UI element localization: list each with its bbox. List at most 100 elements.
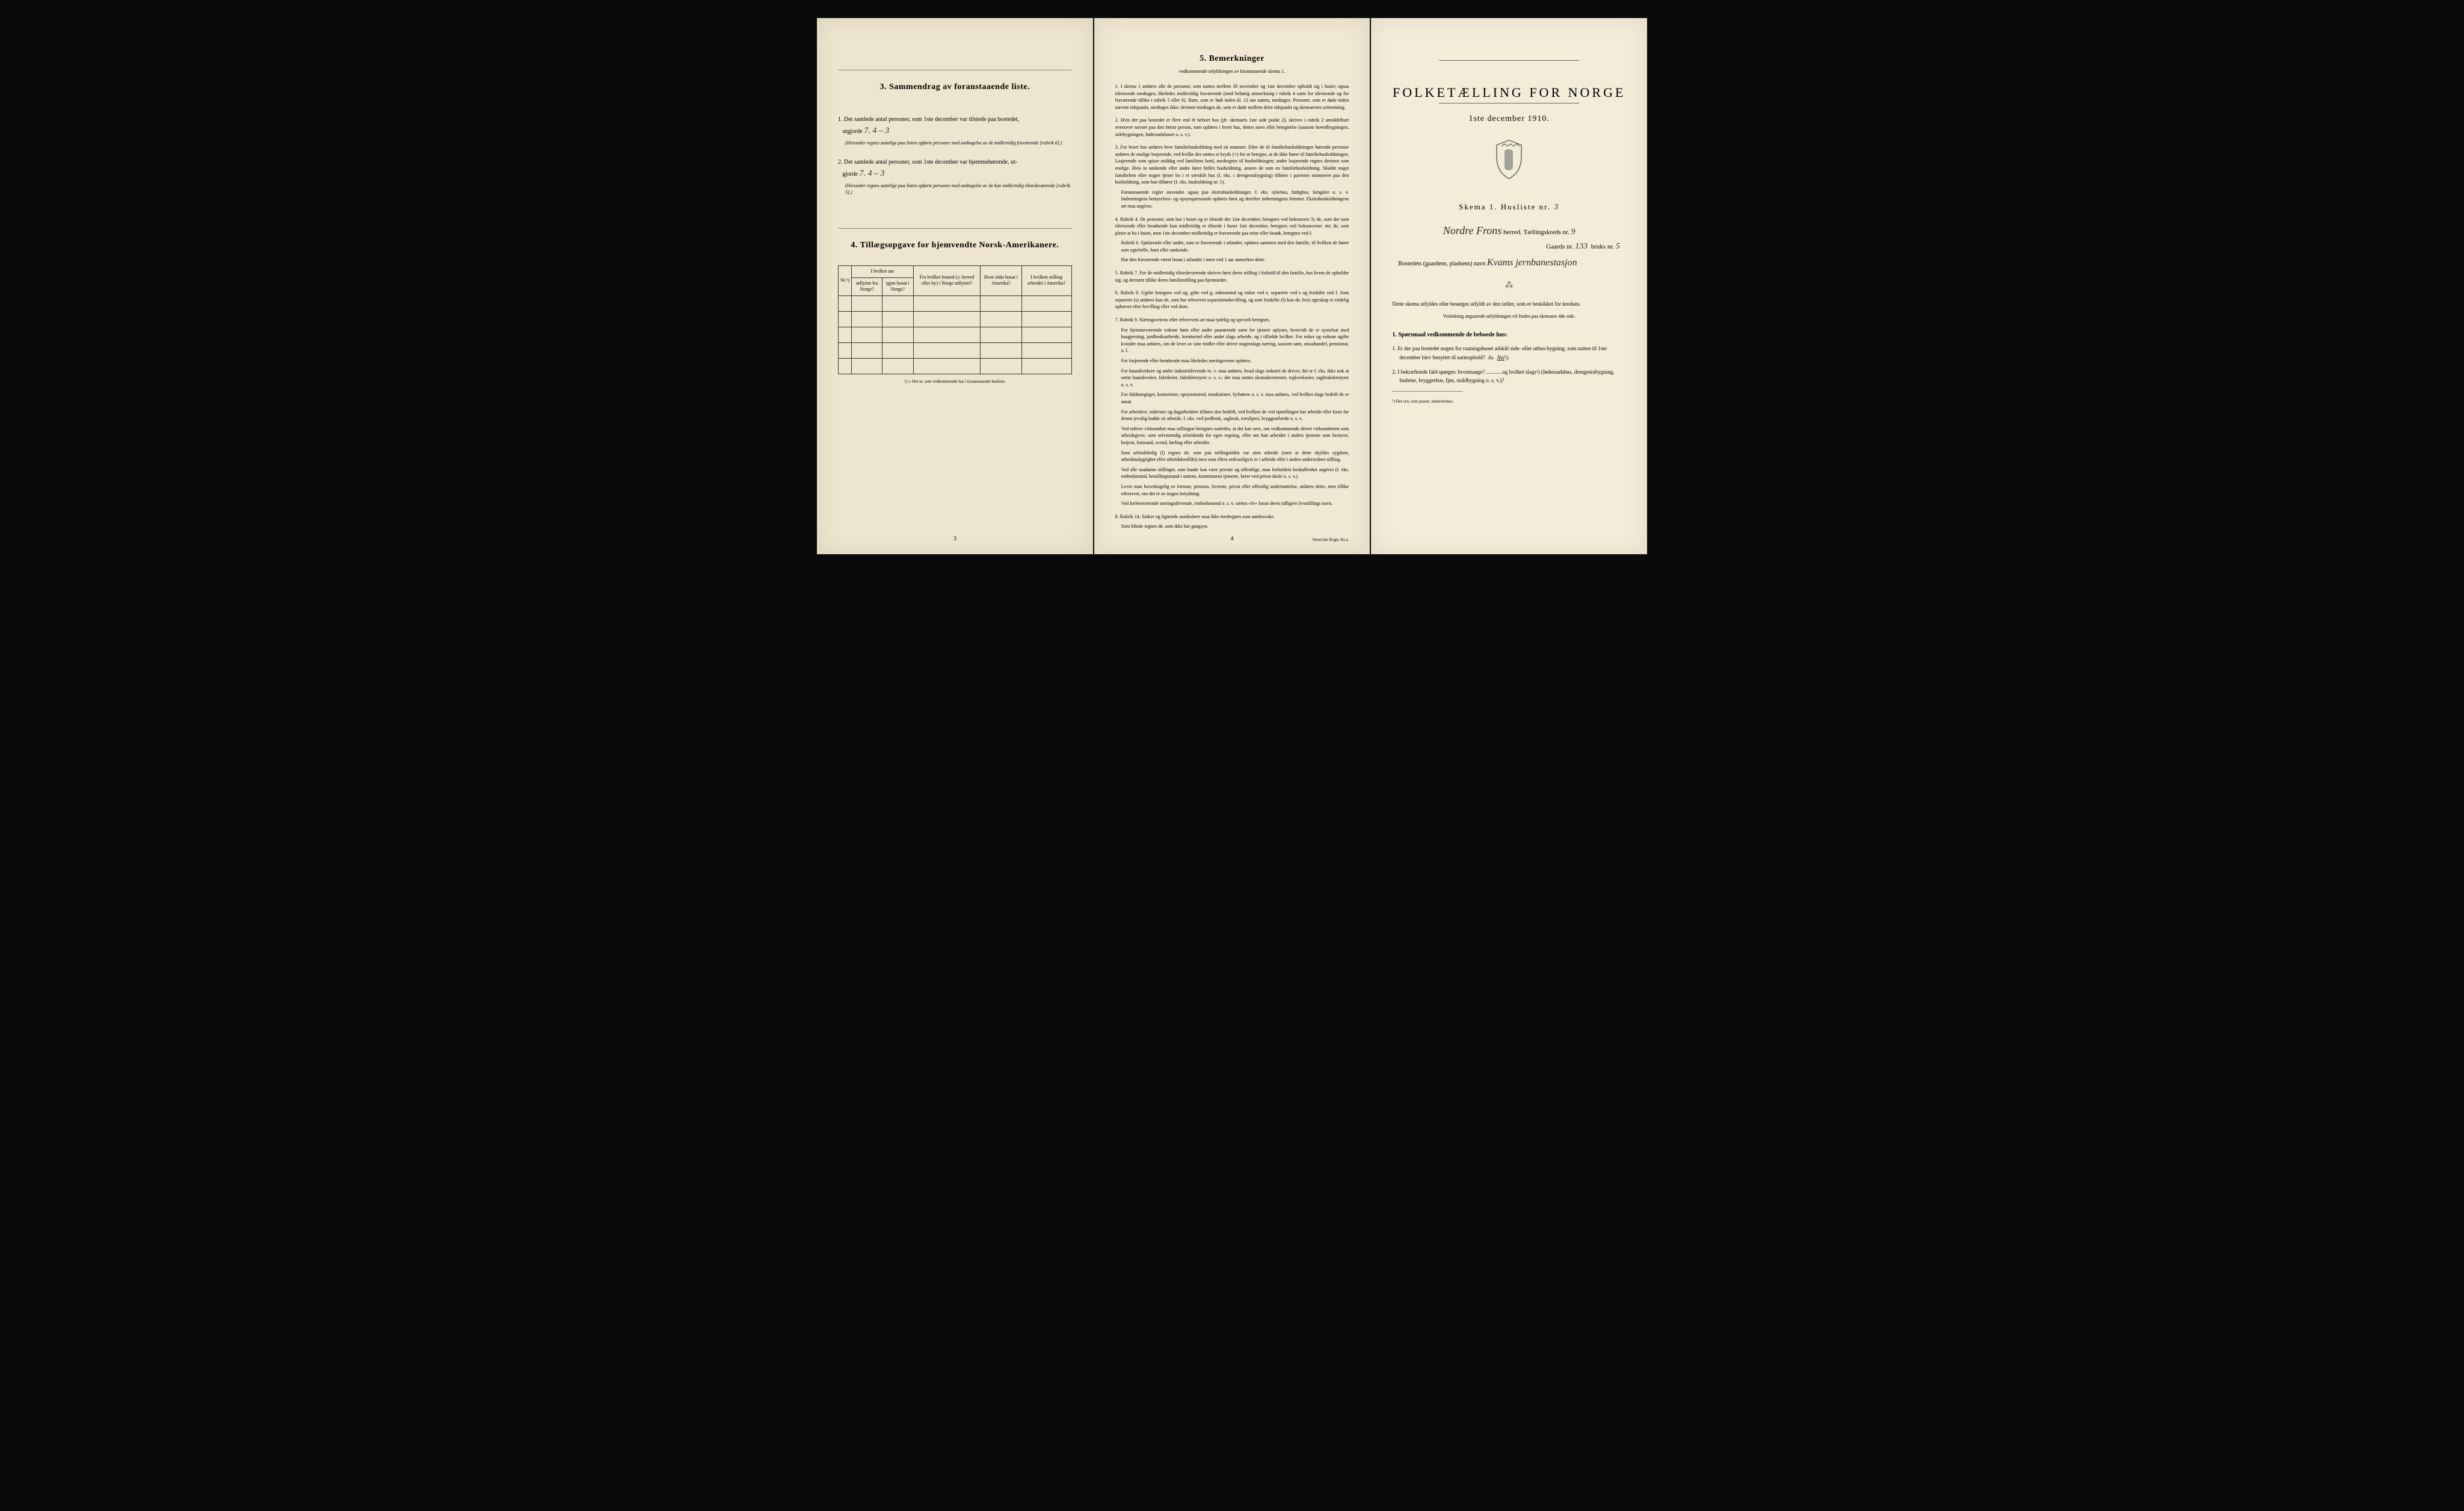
col-nr: Nr.¹) bbox=[839, 266, 852, 295]
bemerk-sub: For losjerende eller besøkende maa likel… bbox=[1121, 357, 1349, 365]
table-section: Nr.¹) I hvilket aar Fra hvilket bosted (… bbox=[838, 265, 1072, 383]
bemerk-text: Rubrik 4. De personer, som bor i huset o… bbox=[1115, 217, 1349, 236]
bemerk-sub: Lever man hovedsagelig av formue, pensio… bbox=[1121, 483, 1349, 497]
page-number-3: 3 bbox=[838, 536, 1072, 542]
skema-line: Skema 1. Husliste nr. 3 bbox=[1392, 202, 1626, 212]
document-spread: 3. Sammendrag av foranstaaende liste. 1.… bbox=[817, 18, 1647, 554]
col-bosted: Fra hvilket bosted (ɔ: herred eller by) … bbox=[913, 266, 981, 295]
bruks-hand: 5 bbox=[1616, 242, 1620, 251]
bemerkninger-list: 1. I skema 1 anføres alle de personer, s… bbox=[1115, 83, 1349, 530]
right-footnote: ¹) Det ord, som passer, understrekes. bbox=[1392, 399, 1626, 404]
bostedet-hand: Kvams jernbanestasjon bbox=[1487, 258, 1577, 268]
bruks-label: bruks nr. bbox=[1591, 243, 1615, 250]
page-middle: 5. Bemerkninger vedkommende utfyldningen… bbox=[1094, 18, 1370, 554]
bemerk-num: 8. bbox=[1115, 514, 1120, 519]
herred-line: Nordre Frons herred. Tællingskreds nr. 9 bbox=[1392, 224, 1626, 237]
instr1: Dette skema utfyldes eller besørges utfy… bbox=[1392, 300, 1626, 308]
item1-note: (Herunder regnes samtlige paa listen opf… bbox=[845, 140, 1072, 146]
main-title: FOLKETÆLLING FOR NORGE bbox=[1392, 85, 1626, 100]
bemerk-item: 2. Hvis der paa bostedet er flere end ét… bbox=[1115, 117, 1349, 138]
bemerk-text: Rubrik 14. Sinker og lignende aandssløve… bbox=[1120, 514, 1275, 519]
skema-label: Skema 1. Husliste nr. bbox=[1459, 202, 1551, 211]
bemerk-num: 1. bbox=[1115, 84, 1121, 89]
col-sidst: Hvor sidst bosat i Amerika? bbox=[981, 266, 1021, 295]
bemerk-text: Rubrik 7. For de midlertidig tilstedevær… bbox=[1115, 270, 1349, 283]
bostedet-line: Bostedets (gaardens, pladsens) navn Kvam… bbox=[1392, 258, 1626, 268]
bemerk-sub: Ved enhver virksomhet maa stillingen bet… bbox=[1121, 425, 1349, 447]
bemerk-num: 5. bbox=[1115, 270, 1120, 276]
gaard-hand: 133 bbox=[1575, 242, 1588, 251]
bemerk-text: I skema 1 anføres alle de personer, som … bbox=[1115, 84, 1349, 110]
gaard-line: Gaards nr. 133 bruks nr. 5 bbox=[1392, 242, 1626, 252]
q1-ja: Ja. bbox=[1488, 354, 1494, 360]
gaard-label: Gaards nr. bbox=[1546, 243, 1573, 250]
page-left: 3. Sammendrag av foranstaaende liste. 1.… bbox=[817, 18, 1093, 554]
bemerk-item: 4. Rubrik 4. De personer, som bor i huse… bbox=[1115, 216, 1349, 264]
q1-nei: Nei bbox=[1497, 354, 1505, 360]
herred-label: herred. Tællingskreds nr. bbox=[1503, 229, 1569, 236]
rule bbox=[1439, 60, 1579, 61]
bemerk-item: 8. Rubrik 14. Sinker og lignende aandssl… bbox=[1115, 513, 1349, 530]
item2-handwritten: 7. 4 – 3 bbox=[860, 169, 885, 178]
bemerk-sub: For fuldmægtiger, kontorister, opsynsmæn… bbox=[1121, 391, 1349, 405]
bostedet-label: Bostedets (gaardens, pladsens) navn bbox=[1398, 261, 1485, 267]
col-igjen: igjen bosat i Norge? bbox=[882, 277, 914, 295]
item-2: 2. Det samlede antal personer, som 1ste … bbox=[838, 158, 1072, 196]
bemerk-num: 6. bbox=[1115, 290, 1121, 295]
rule bbox=[1439, 103, 1579, 104]
instr2: Veiledning angaaende utfyldningen vil fi… bbox=[1392, 313, 1626, 321]
printer-note: Steen'ske Bogtr. Kr.a. bbox=[1313, 537, 1349, 542]
section3-heading: 3. Sammendrag av foranstaaende liste. bbox=[838, 82, 1072, 92]
item-1: 1. Det samlede antal personer, som 1ste … bbox=[838, 115, 1072, 147]
q2: 2. I bekræftende fald spørges: hvormange… bbox=[1399, 368, 1626, 385]
bemerk-text: Hvis der paa bostedet er flere end ét be… bbox=[1115, 117, 1349, 137]
bemerk-sub: Ved forhenværende næringsdrivende, embed… bbox=[1121, 500, 1349, 507]
ornament: ⁂ bbox=[1392, 280, 1626, 291]
item2-num: 2. bbox=[838, 159, 843, 165]
kreds-hand: 9 bbox=[1571, 227, 1575, 236]
bemerk-sub: Som blinde regnes de, som ikke har gangs… bbox=[1121, 523, 1349, 530]
bemerk-text: Rubrik 8. Ugifte betegnes ved ug, gifte … bbox=[1115, 290, 1349, 309]
q-heading: 1. Spørsmaal vedkommende de beboede hus: bbox=[1392, 332, 1626, 338]
bemerk-item: 3. For hvert hus anføres hver familiehus… bbox=[1115, 144, 1349, 209]
bemerk-sub: Ved alle saadanne stillinger, som baade … bbox=[1121, 466, 1349, 480]
col-utflyttet: utflyttet fra Norge? bbox=[852, 277, 882, 295]
rule bbox=[1392, 391, 1462, 392]
skema-hand: 3 bbox=[1554, 203, 1559, 212]
bemerk-sub: Har den fraværende været bosat i utlande… bbox=[1121, 256, 1349, 264]
bemerk-text: For hvert hus anføres hver familiehushol… bbox=[1115, 144, 1349, 185]
page-right: FOLKETÆLLING FOR NORGE 1ste december 191… bbox=[1371, 18, 1647, 554]
bemerk-sub: For haandverkere og andre industridriven… bbox=[1121, 368, 1349, 389]
item1-label: utgjorde bbox=[843, 128, 863, 135]
bemerk-item: 6. Rubrik 8. Ugifte betegnes ved ug, gif… bbox=[1115, 289, 1349, 311]
q1-sup: ¹). bbox=[1505, 354, 1509, 360]
item2-text: Det samlede antal personer, som 1ste dec… bbox=[844, 159, 1017, 165]
q2-num: 2. bbox=[1392, 369, 1396, 375]
amerikaner-table: Nr.¹) I hvilket aar Fra hvilket bosted (… bbox=[838, 265, 1072, 374]
instructions: Dette skema utfyldes eller besørges utfy… bbox=[1392, 300, 1626, 321]
bemerk-sub: Rubrik 6. Sjøfarende eller andre, som er… bbox=[1121, 239, 1349, 253]
herred-hand: Nordre Frons bbox=[1443, 224, 1502, 236]
q1-num: 1. bbox=[1392, 345, 1396, 351]
rule bbox=[838, 228, 1072, 229]
coat-of-arms bbox=[1392, 139, 1626, 184]
item1-handwritten: 7. 4 – 3 bbox=[864, 126, 889, 135]
item1-text: Det samlede antal personer, som 1ste dec… bbox=[844, 116, 1019, 123]
item2-note: (Herunder regnes samtlige paa listen opf… bbox=[845, 182, 1072, 196]
table-body bbox=[839, 295, 1072, 374]
bemerk-sub: Foranstaaende regler anvendes ogsaa paa … bbox=[1121, 189, 1349, 210]
bemerk-item: 5. Rubrik 7. For de midlertidig tilstede… bbox=[1115, 270, 1349, 283]
bemerk-num: 2. bbox=[1115, 117, 1121, 123]
bemerk-num: 4. bbox=[1115, 217, 1120, 222]
bemerk-num: 7. bbox=[1115, 317, 1120, 323]
bemerk-sub: For hjemmeværende voksne børn eller andr… bbox=[1121, 327, 1349, 354]
q1: 1. Er der paa bostedet nogen fra vaaning… bbox=[1399, 344, 1626, 362]
col-stilling: I hvilken stilling arbeidet i Amerika? bbox=[1021, 266, 1071, 295]
bemerk-text: Rubrik 9. Næringsveiens eller erhvervets… bbox=[1120, 317, 1270, 323]
section4-heading: 4. Tillægsopgave for hjemvendte Norsk-Am… bbox=[838, 241, 1072, 250]
bemerk-sub: Som arbeidsledig (l) regnes de, som paa … bbox=[1121, 450, 1349, 463]
section5-sub: vedkommende utfyldningen av foranstaaend… bbox=[1115, 69, 1349, 74]
col-aar: I hvilket aar bbox=[852, 266, 914, 277]
section5-heading: 5. Bemerkninger bbox=[1115, 54, 1349, 64]
bemerk-item: 7. Rubrik 9. Næringsveiens eller erhverv… bbox=[1115, 317, 1349, 507]
